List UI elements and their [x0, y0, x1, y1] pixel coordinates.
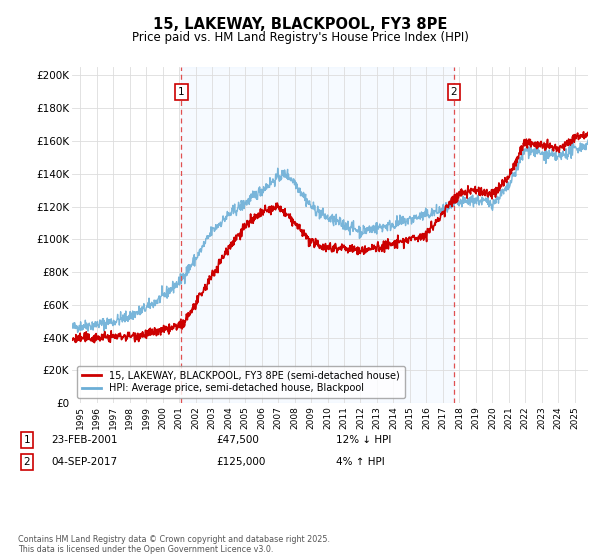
- Text: 4% ↑ HPI: 4% ↑ HPI: [336, 457, 385, 467]
- Text: 2: 2: [23, 457, 31, 467]
- Text: 12% ↓ HPI: 12% ↓ HPI: [336, 435, 391, 445]
- Text: 23-FEB-2001: 23-FEB-2001: [51, 435, 118, 445]
- Text: 2: 2: [451, 87, 457, 97]
- Text: Price paid vs. HM Land Registry's House Price Index (HPI): Price paid vs. HM Land Registry's House …: [131, 31, 469, 44]
- Text: Contains HM Land Registry data © Crown copyright and database right 2025.
This d: Contains HM Land Registry data © Crown c…: [18, 535, 330, 554]
- Text: 15, LAKEWAY, BLACKPOOL, FY3 8PE: 15, LAKEWAY, BLACKPOOL, FY3 8PE: [153, 17, 447, 32]
- Text: £47,500: £47,500: [216, 435, 259, 445]
- Text: 04-SEP-2017: 04-SEP-2017: [51, 457, 117, 467]
- Text: £125,000: £125,000: [216, 457, 265, 467]
- Text: 1: 1: [23, 435, 31, 445]
- Bar: [181, 67, 454, 403]
- Legend: 15, LAKEWAY, BLACKPOOL, FY3 8PE (semi-detached house), HPI: Average price, semi-: 15, LAKEWAY, BLACKPOOL, FY3 8PE (semi-de…: [77, 366, 404, 398]
- Text: 1: 1: [178, 87, 185, 97]
